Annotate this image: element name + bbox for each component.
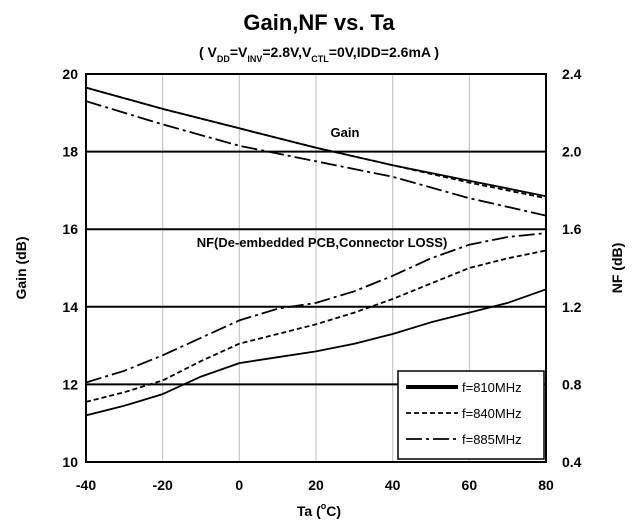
plot-area-frame xyxy=(85,73,547,463)
series-nf-f810mhz xyxy=(85,288,547,417)
x-axis-label-degree: o xyxy=(321,501,327,511)
x-tick-label-3: 20 xyxy=(308,477,324,493)
x-tick-label-0: -40 xyxy=(76,477,96,493)
right-y-tick-label-3: 1.6 xyxy=(562,221,582,237)
x-tick-label-4: 40 xyxy=(385,477,401,493)
x-axis-label-unit: C) xyxy=(326,503,341,519)
legend-label-0: f=810MHz xyxy=(462,380,522,395)
left-y-axis-label: Gain (dB) xyxy=(13,237,29,300)
chart-title: Gain,NF vs. Ta xyxy=(243,10,395,35)
series-gain-f840mhz xyxy=(85,86,547,200)
subtitle-eq1: =V xyxy=(230,44,248,60)
left-y-tick-label-2: 14 xyxy=(62,299,78,315)
subtitle-rest: =0V,IDD=2.6mA ) xyxy=(329,44,439,60)
subtitle-ctl-subscript: CTL xyxy=(311,54,329,64)
x-axis-label-main: Ta ( xyxy=(297,503,321,519)
legend-label-1: f=840MHz xyxy=(462,406,522,421)
x-tick-label-1: -20 xyxy=(153,477,173,493)
series-nf-f885mhz xyxy=(85,232,547,384)
right-y-tick-label-5: 2.4 xyxy=(562,66,582,82)
series-lines xyxy=(85,86,547,417)
legend-label-2: f=885MHz xyxy=(462,432,522,447)
subtitle-mid: =2.8V,V xyxy=(262,44,312,60)
series-gain-f810mhz xyxy=(85,86,547,198)
x-tick-label-6: 80 xyxy=(538,477,554,493)
right-y-tick-label-4: 2.0 xyxy=(562,144,582,160)
left-y-tick-labels: 10 12 14 16 18 20 xyxy=(62,66,78,470)
series-gain-f885mhz xyxy=(85,100,547,217)
right-y-tick-label-2: 1.2 xyxy=(562,299,582,315)
left-y-tick-label-4: 18 xyxy=(62,144,78,160)
chart-subtitle: ( VDD=VINV=2.8V,VCTL=0V,IDD=2.6mA ) xyxy=(199,44,439,64)
x-tick-label-5: 60 xyxy=(462,477,478,493)
left-y-tick-label-0: 10 xyxy=(62,454,78,470)
legend: f=810MHz f=840MHz f=885MHz xyxy=(397,370,545,460)
left-y-tick-label-5: 20 xyxy=(62,66,78,82)
right-y-tick-label-0: 0.4 xyxy=(562,454,582,470)
x-tick-label-2: 0 xyxy=(235,477,243,493)
series-nf-f840mhz xyxy=(85,249,547,403)
right-y-axis-label: NF (dB) xyxy=(609,243,625,294)
annotation-nf: NF(De-embedded PCB,Connector LOSS) xyxy=(197,235,448,250)
x-tick-labels: -40 -20 0 20 40 60 80 xyxy=(76,477,554,493)
subtitle-vdd-subscript: DD xyxy=(217,54,230,64)
subtitle-inv-subscript: INV xyxy=(247,54,262,64)
right-y-tick-label-1: 0.8 xyxy=(562,376,582,392)
left-y-tick-label-1: 12 xyxy=(62,376,78,392)
subtitle-open: ( V xyxy=(199,44,218,60)
x-axis-label: Ta (oC) xyxy=(297,501,341,519)
left-y-tick-label-3: 16 xyxy=(62,221,78,237)
annotation-gain: Gain xyxy=(331,125,360,140)
right-y-tick-labels: 0.4 0.8 1.2 1.6 2.0 2.4 xyxy=(562,66,582,470)
